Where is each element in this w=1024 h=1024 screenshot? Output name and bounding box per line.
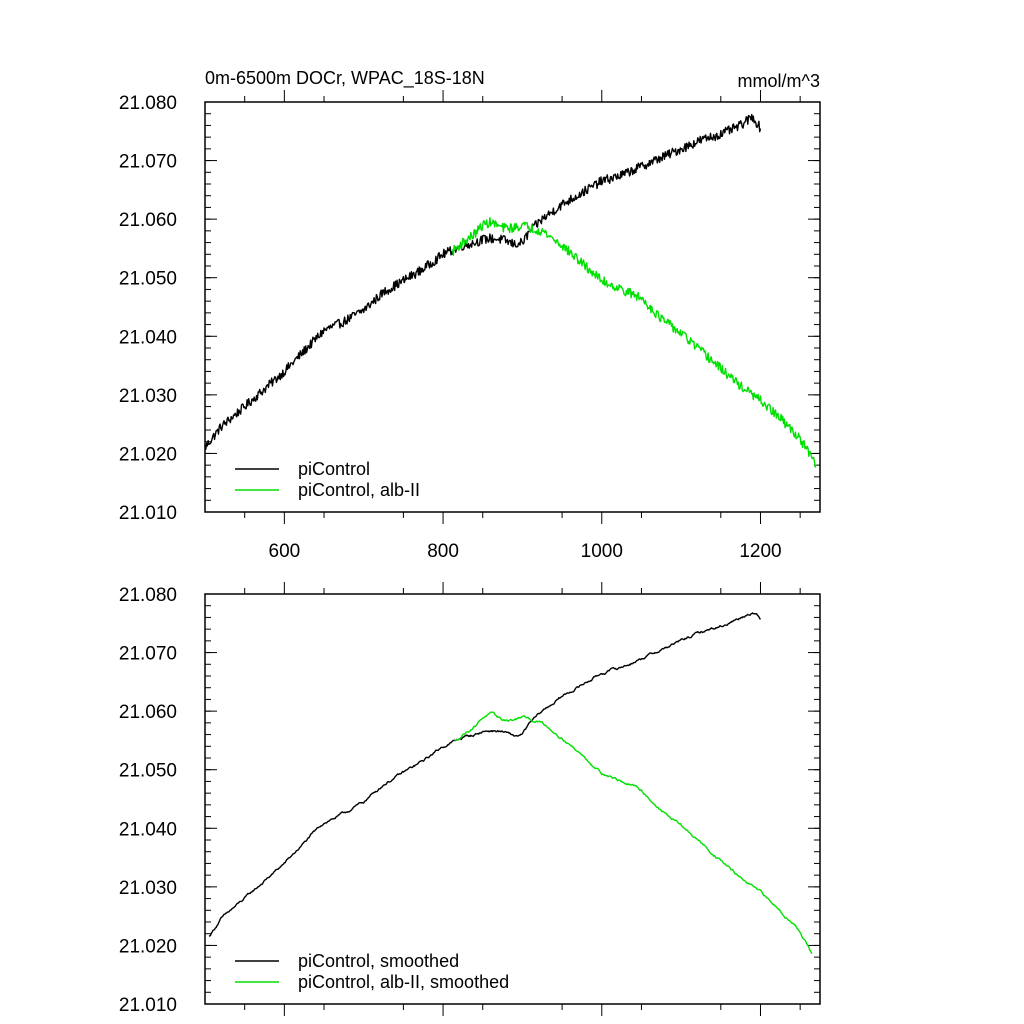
- series-line-picontrol: [204, 113, 762, 450]
- y-tick-label: 21.080: [119, 93, 177, 114]
- bottom-legend: piControl, smoothed piControl, alb-II, s…: [235, 951, 509, 992]
- series-line-picontrol-alb-ii-smoothed: [454, 711, 813, 955]
- legend-label-picontrol-smoothed: piControl, smoothed: [298, 951, 459, 971]
- top-ticks: 21.010 21.020 21.030 21.040 21.050 21.060 21.0…: [119, 90, 820, 562]
- y-tick-label: 21.030: [119, 386, 177, 407]
- y-tick-label: 21.040: [119, 327, 177, 348]
- y-tick-label: 21.030: [119, 878, 177, 899]
- legend-label-picontrol-alb-ii: piControl, alb-II: [298, 480, 420, 500]
- chart-title: 0m-6500m DOCr, WPAC_18S-18N: [205, 68, 485, 89]
- y-tick-label: 21.060: [119, 702, 177, 723]
- y-tick-label: 21.010: [119, 503, 177, 524]
- x-tick-label: 1200: [739, 541, 781, 562]
- legend-label-picontrol-alb-ii-smoothed: piControl, alb-II, smoothed: [298, 972, 509, 992]
- series-line-picontrol-alb-ii: [451, 217, 817, 468]
- top-panel: 0m-6500m DOCr, WPAC_18S-18N mmol/m^3 21.…: [119, 68, 821, 562]
- y-tick-label: 21.070: [119, 152, 177, 173]
- y-tick-label: 21.020: [119, 444, 177, 465]
- y-tick-label: 21.010: [119, 995, 177, 1016]
- y-tick-label: 21.050: [119, 761, 177, 782]
- series-line-picontrol-smoothed: [208, 612, 762, 937]
- y-tick-label: 21.040: [119, 819, 177, 840]
- legend-label-picontrol: piControl: [298, 459, 370, 479]
- top-plot-frame: [204, 101, 821, 513]
- bottom-panel: 21.010 21.020 21.030 21.040 21.050 21.060 21.0…: [119, 582, 821, 1016]
- y-tick-label: 21.060: [119, 210, 177, 231]
- y-tick-label: 21.020: [119, 936, 177, 957]
- bottom-series: [208, 612, 813, 955]
- y-tick-label: 21.050: [119, 269, 177, 290]
- top-legend: piControl piControl, alb-II: [235, 459, 420, 500]
- x-tick-label: 800: [427, 541, 459, 562]
- top-series: [204, 113, 817, 468]
- y-tick-label: 21.070: [119, 644, 177, 665]
- y-tick-label: 21.080: [119, 585, 177, 606]
- units-label: mmol/m^3: [738, 71, 820, 91]
- x-tick-label: 1000: [581, 541, 623, 562]
- x-tick-label: 600: [269, 541, 301, 562]
- bottom-plot-frame: [204, 593, 821, 1005]
